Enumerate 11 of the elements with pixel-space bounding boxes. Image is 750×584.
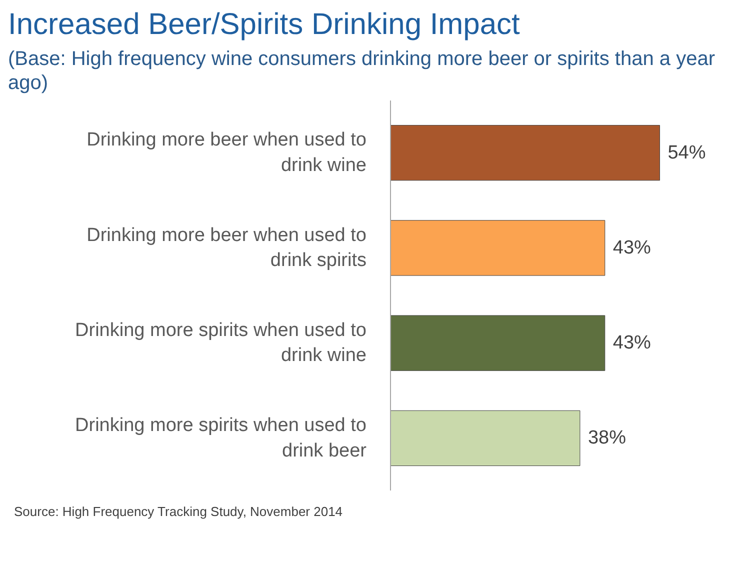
y-tick-label: Drinking more spirits when used to drink wine xyxy=(75,320,367,366)
source-note: Source: High Frequency Tracking Study, November 2014 xyxy=(14,502,343,521)
data-label: 43% xyxy=(612,332,652,354)
chart-title: Increased Beer/Spirits Drinking Impact xyxy=(8,7,520,43)
y-tick-label: Drinking more beer when used to drink spirits xyxy=(86,224,367,271)
data-label: 43% xyxy=(612,237,652,258)
y-tick-label: Drinking more spirits when used to drink beer xyxy=(75,414,368,462)
data-label: 54% xyxy=(668,142,706,164)
chart-subtitle: (Base: High frequency wine consumers drinking more beer or spirits than a year ago) xyxy=(8,46,716,95)
y-tick-label: Drinking more beer when used to drink wine xyxy=(86,130,367,176)
data-label: 38% xyxy=(588,428,626,449)
